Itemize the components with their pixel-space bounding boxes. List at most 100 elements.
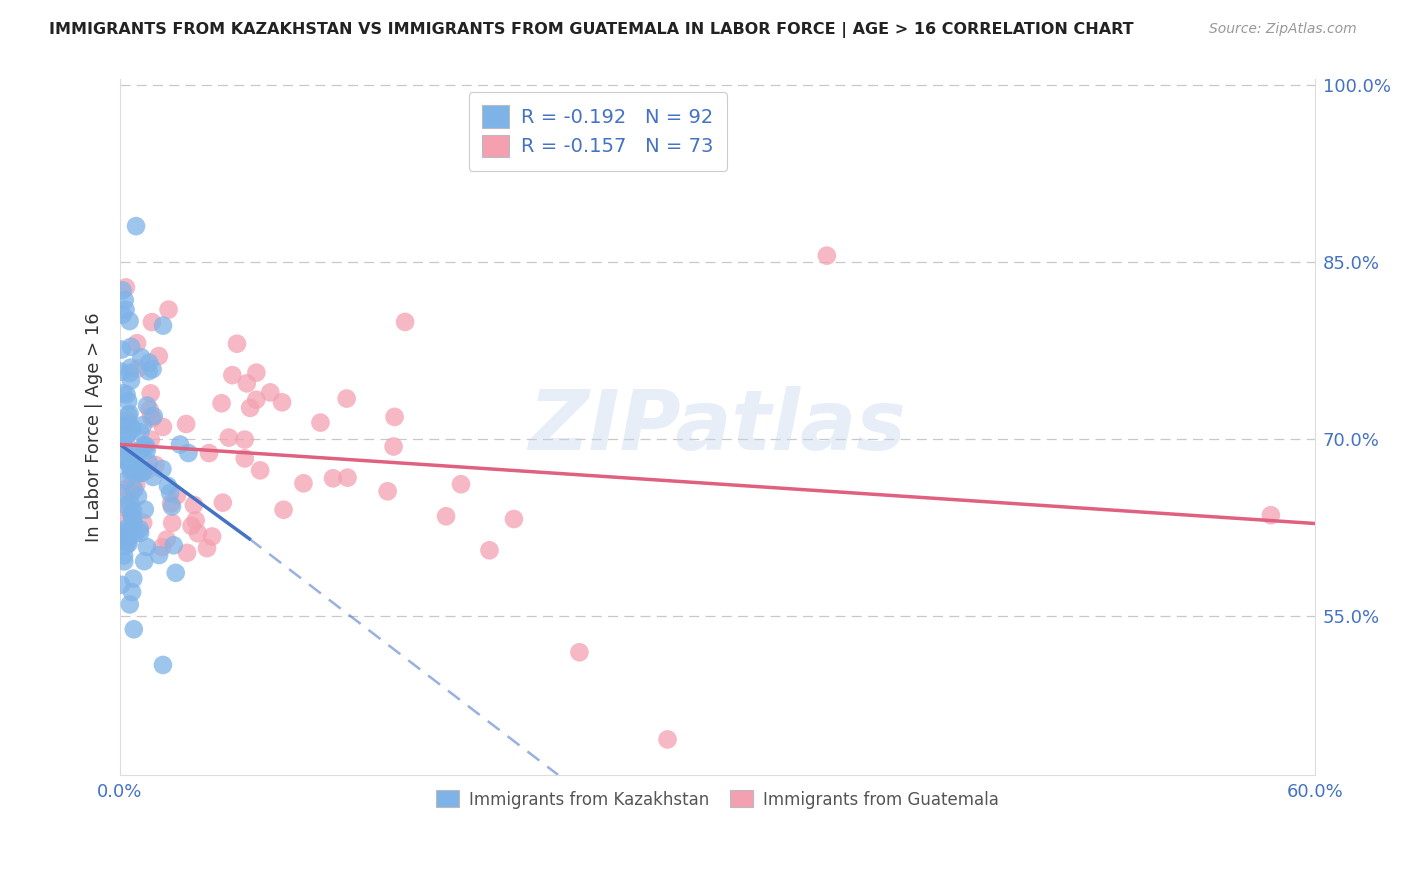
Point <box>114 302 136 317</box>
Point <box>218 431 240 445</box>
Point <box>110 486 132 500</box>
Point <box>112 386 135 401</box>
Point <box>111 308 134 322</box>
Point <box>120 360 142 375</box>
Point <box>135 439 157 453</box>
Point <box>135 443 157 458</box>
Point <box>117 417 139 431</box>
Point <box>127 361 149 376</box>
Point <box>139 409 162 424</box>
Point <box>129 442 152 457</box>
Point <box>120 507 142 521</box>
Point <box>259 385 281 400</box>
Point <box>309 416 332 430</box>
Point <box>136 540 159 554</box>
Point <box>568 645 591 659</box>
Point <box>120 340 142 354</box>
Point <box>160 500 183 514</box>
Point <box>450 477 472 491</box>
Point <box>239 401 262 415</box>
Point <box>160 496 183 510</box>
Point <box>226 336 249 351</box>
Point <box>169 437 191 451</box>
Point <box>120 420 142 434</box>
Point <box>115 435 138 450</box>
Point <box>115 473 138 487</box>
Point <box>120 496 142 510</box>
Point <box>128 522 150 536</box>
Point <box>117 531 139 545</box>
Point <box>131 351 153 365</box>
Point <box>139 386 162 401</box>
Point <box>157 302 180 317</box>
Point <box>141 411 163 425</box>
Point <box>236 376 259 391</box>
Point <box>117 536 139 550</box>
Point <box>195 541 218 556</box>
Point <box>138 402 160 417</box>
Point <box>120 455 142 469</box>
Point <box>141 315 163 329</box>
Point <box>115 499 138 513</box>
Point <box>177 446 200 460</box>
Point <box>121 510 143 524</box>
Point <box>148 349 170 363</box>
Point <box>165 566 187 580</box>
Point <box>114 539 136 553</box>
Point <box>132 418 155 433</box>
Point <box>187 526 209 541</box>
Point <box>134 438 156 452</box>
Point <box>160 516 183 530</box>
Point <box>110 418 132 433</box>
Point <box>117 426 139 441</box>
Point <box>115 500 138 515</box>
Point <box>148 548 170 562</box>
Point <box>657 732 679 747</box>
Point <box>114 293 136 308</box>
Point <box>184 513 207 527</box>
Point <box>129 425 152 440</box>
Point <box>120 374 142 388</box>
Point <box>124 526 146 541</box>
Point <box>122 512 145 526</box>
Point <box>115 417 138 432</box>
Point <box>166 488 188 502</box>
Point <box>115 482 138 496</box>
Point <box>118 458 141 472</box>
Text: ZIPatlas: ZIPatlas <box>529 386 907 467</box>
Point <box>120 462 142 476</box>
Point <box>112 554 135 568</box>
Point <box>134 502 156 516</box>
Point <box>211 496 233 510</box>
Point <box>121 454 143 468</box>
Point <box>132 516 155 530</box>
Point <box>115 280 138 294</box>
Point <box>125 458 148 473</box>
Point <box>815 249 838 263</box>
Point <box>138 356 160 370</box>
Point <box>128 467 150 481</box>
Text: IMMIGRANTS FROM KAZAKHSTAN VS IMMIGRANTS FROM GUATEMALA IN LABOR FORCE | AGE > 1: IMMIGRANTS FROM KAZAKHSTAN VS IMMIGRANTS… <box>49 22 1133 38</box>
Point <box>111 343 134 357</box>
Point <box>152 318 174 333</box>
Point <box>122 516 145 530</box>
Point <box>115 521 138 535</box>
Point <box>503 512 526 526</box>
Point <box>221 368 243 383</box>
Point <box>135 463 157 477</box>
Legend: Immigrants from Kazakhstan, Immigrants from Guatemala: Immigrants from Kazakhstan, Immigrants f… <box>429 784 1005 815</box>
Point <box>112 549 135 563</box>
Point <box>142 362 165 376</box>
Point <box>125 219 148 233</box>
Point <box>156 479 179 493</box>
Point <box>211 396 233 410</box>
Point <box>292 476 315 491</box>
Point <box>121 422 143 436</box>
Point <box>120 465 142 479</box>
Point <box>174 417 197 431</box>
Point <box>478 543 501 558</box>
Point <box>131 466 153 480</box>
Point <box>142 409 165 424</box>
Point <box>122 572 145 586</box>
Point <box>111 284 134 298</box>
